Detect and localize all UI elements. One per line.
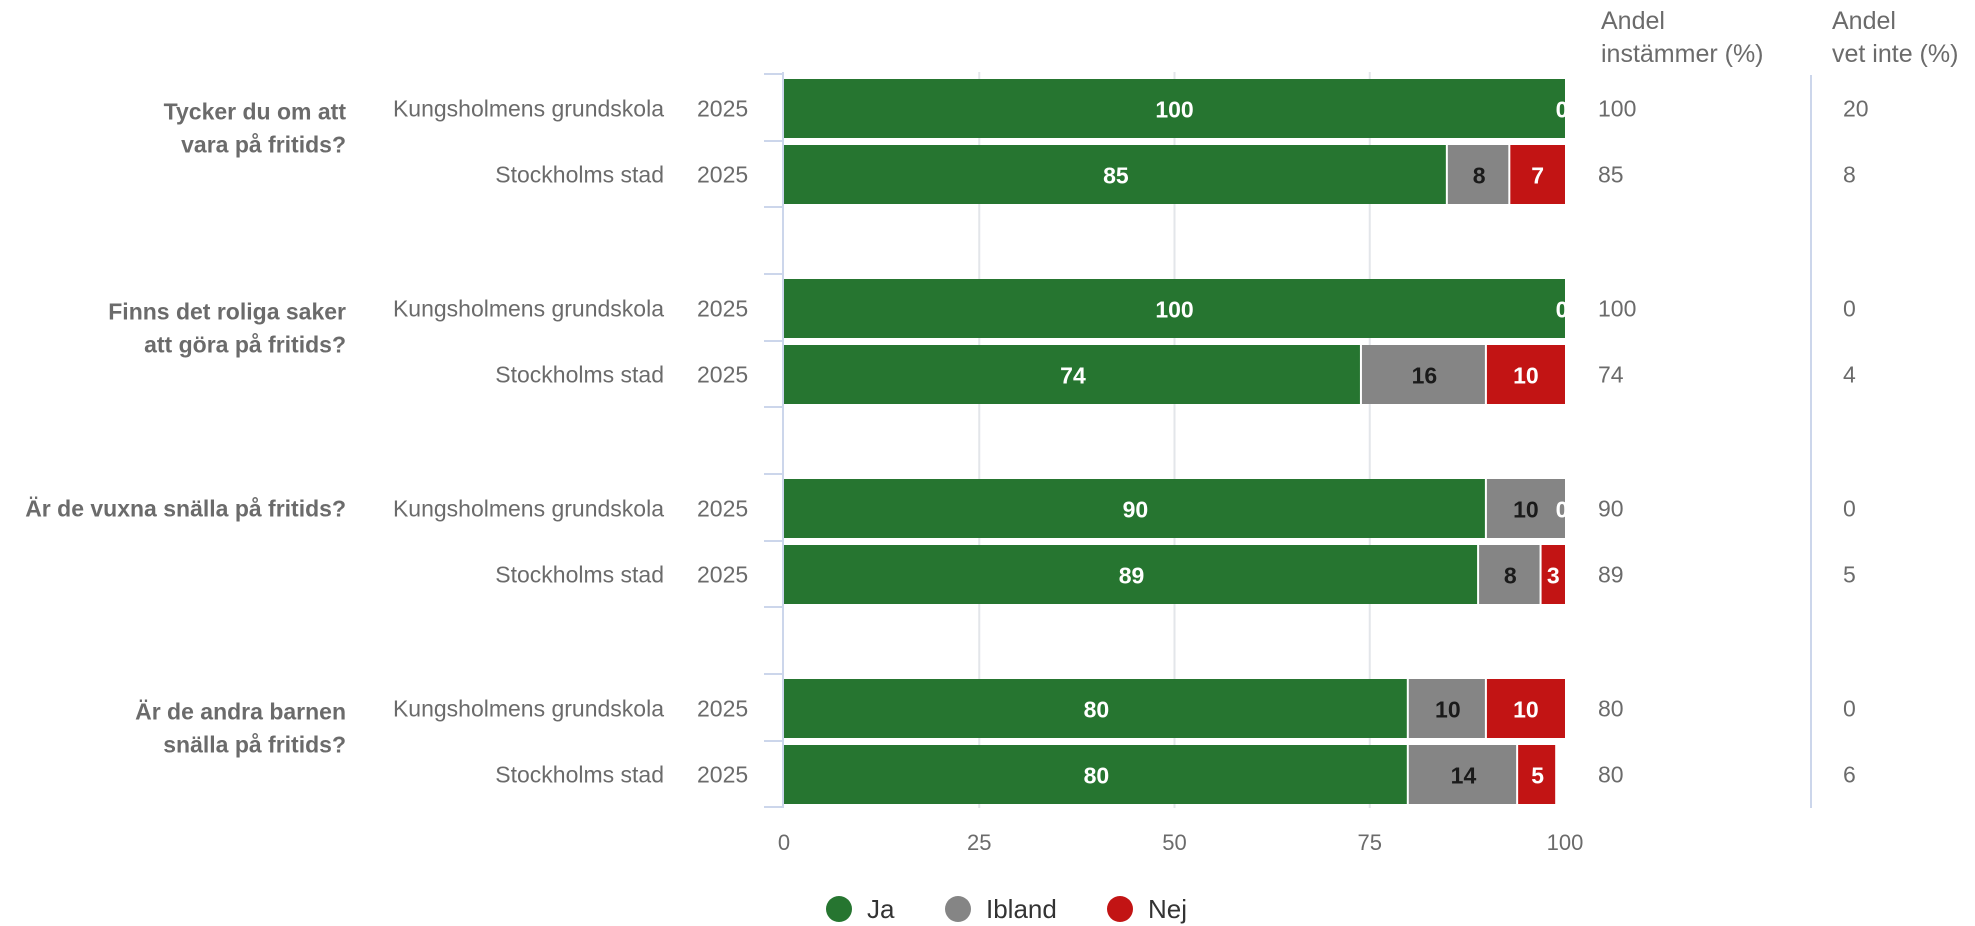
instammer-value: 80 — [1598, 696, 1624, 722]
header-instammer: Andel instämmer (%) — [1601, 5, 1764, 71]
bar-segment-ja — [784, 79, 1565, 138]
bar-segment-ja — [784, 545, 1478, 604]
vet-inte-value: 0 — [1843, 496, 1856, 522]
bar-segment-nej — [1510, 145, 1565, 204]
legend-label-ibland: Ibland — [986, 894, 1057, 924]
data-label-nej: 3 — [1547, 563, 1560, 589]
bar-segment-nej — [1541, 545, 1565, 604]
bar-segment-ja — [784, 479, 1485, 538]
row-year-label: 2025 — [697, 96, 748, 122]
row-group-label: Kungsholmens grundskola — [393, 296, 664, 322]
bar-segment-ibland — [1479, 545, 1540, 604]
bar-segment-ja — [784, 679, 1407, 738]
data-label-ja: 80 — [1084, 763, 1110, 789]
row-group-label: Stockholms stad — [495, 362, 664, 388]
vet-inte-value: 6 — [1843, 762, 1856, 788]
vet-inte-value: 0 — [1843, 696, 1856, 722]
header-vet-inte-line2: vet inte (%) — [1832, 40, 1959, 68]
row-group-label: Stockholms stad — [495, 762, 664, 788]
row-year-label: 2025 — [697, 296, 748, 322]
instammer-value: 100 — [1598, 296, 1636, 322]
row-group-label: Kungsholmens grundskola — [393, 696, 664, 722]
question-label: snälla på fritids? — [163, 732, 346, 758]
instammer-value: 74 — [1598, 362, 1624, 388]
bar-segment-ja — [784, 145, 1446, 204]
question-label: Tycker du om att — [164, 99, 347, 125]
x-tick-label: 50 — [1162, 830, 1186, 855]
row-group-label: Kungsholmens grundskola — [393, 496, 664, 522]
legend-marker-ibland — [945, 896, 971, 922]
data-label-nej: 5 — [1531, 763, 1544, 789]
instammer-value: 90 — [1598, 496, 1624, 522]
question-label: vara på fritids? — [181, 132, 346, 158]
header-instammer-line1: Andel — [1601, 7, 1665, 35]
instammer-value: 100 — [1598, 96, 1636, 122]
data-label-ja: 89 — [1119, 563, 1145, 589]
row-group-label: Kungsholmens grundskola — [393, 96, 664, 122]
bar-segment-ja — [784, 745, 1407, 804]
bar-segment-nej — [1486, 345, 1565, 404]
legend-marker-nej — [1107, 896, 1133, 922]
header-instammer-line2: instämmer (%) — [1601, 40, 1764, 68]
vet-inte-value: 20 — [1843, 96, 1869, 122]
bar-segment-nej — [1486, 679, 1565, 738]
bar-segment-ibland — [1408, 679, 1485, 738]
question-label: Finns det roliga saker — [108, 299, 346, 325]
instammer-value: 85 — [1598, 162, 1624, 188]
bar-segment-nej — [1518, 745, 1556, 804]
data-label-nej: 0 — [1556, 297, 1569, 323]
data-label-ibland: 8 — [1504, 563, 1517, 589]
data-label-ja: 100 — [1155, 97, 1193, 123]
data-label-ibland: 10 — [1435, 697, 1461, 723]
data-label-nej: 10 — [1513, 363, 1539, 389]
data-label-ja: 80 — [1084, 697, 1110, 723]
bar-segment-ja — [784, 279, 1565, 338]
row-year-label: 2025 — [697, 162, 748, 188]
row-year-label: 2025 — [697, 762, 748, 788]
vet-inte-value: 4 — [1843, 362, 1856, 388]
vet-inte-value: 5 — [1843, 562, 1856, 588]
data-label-ibland: 16 — [1412, 363, 1438, 389]
instammer-value: 89 — [1598, 562, 1624, 588]
legend-marker-ja — [826, 896, 852, 922]
data-label-ibland: 8 — [1473, 163, 1486, 189]
bar-segment-ibland — [1486, 479, 1565, 538]
data-label-ibland: 14 — [1451, 763, 1477, 789]
data-label-nej: 0 — [1556, 497, 1569, 523]
data-label-ja: 100 — [1155, 297, 1193, 323]
row-group-label: Stockholms stad — [495, 562, 664, 588]
row-year-label: 2025 — [697, 362, 748, 388]
data-label-nej: 7 — [1531, 163, 1544, 189]
data-label-ja: 85 — [1103, 163, 1129, 189]
data-label-ja: 90 — [1123, 497, 1149, 523]
header-vet-inte: Andel vet inte (%) — [1832, 5, 1958, 71]
bar-segment-ja — [784, 345, 1360, 404]
question-label: Är de andra barnen — [135, 699, 346, 725]
x-tick-label: 75 — [1358, 830, 1382, 855]
row-year-label: 2025 — [697, 562, 748, 588]
x-tick-label: 0 — [778, 830, 790, 855]
data-label-ibland: 10 — [1513, 497, 1539, 523]
row-year-label: 2025 — [697, 696, 748, 722]
question-label: att göra på fritids? — [144, 332, 346, 358]
data-label-nej: 10 — [1513, 697, 1539, 723]
bar-segment-ibland — [1408, 745, 1517, 804]
data-label-nej: 0 — [1556, 97, 1569, 123]
question-label: Är de vuxna snälla på fritids? — [25, 496, 346, 522]
legend-label-ja: Ja — [867, 894, 895, 924]
bar-segment-ibland — [1361, 345, 1485, 404]
vet-inte-value: 0 — [1843, 296, 1856, 322]
vet-inte-value: 8 — [1843, 162, 1856, 188]
bar-segment-ibland — [1447, 145, 1509, 204]
row-year-label: 2025 — [697, 496, 748, 522]
data-label-ja: 74 — [1060, 363, 1086, 389]
x-tick-label: 100 — [1547, 830, 1584, 855]
header-vet-inte-line1: Andel — [1832, 7, 1896, 35]
instammer-value: 80 — [1598, 762, 1624, 788]
x-tick-label: 25 — [967, 830, 991, 855]
legend-label-nej: Nej — [1148, 894, 1187, 924]
row-group-label: Stockholms stad — [495, 162, 664, 188]
